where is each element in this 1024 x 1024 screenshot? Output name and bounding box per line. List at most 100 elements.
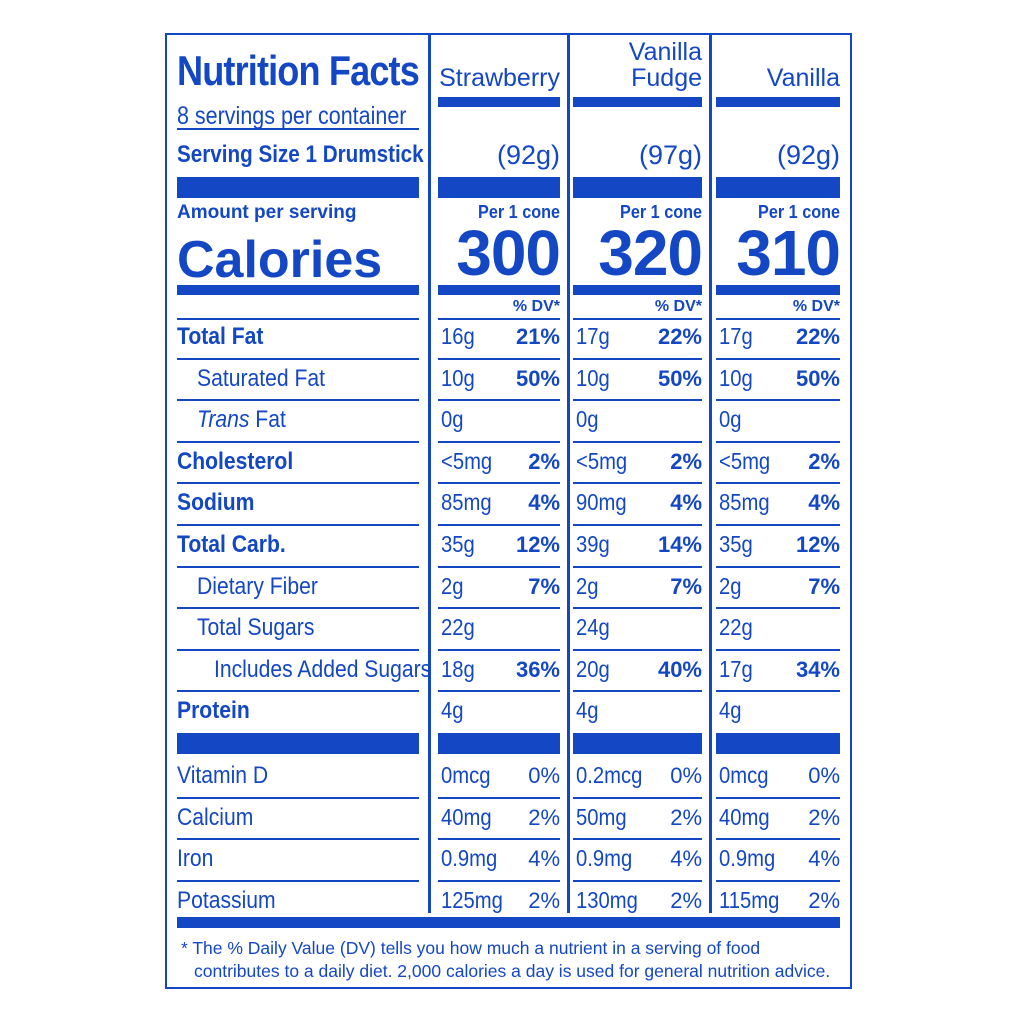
thick-rule bbox=[177, 177, 419, 198]
nutrient-dv: 21% bbox=[515, 324, 560, 349]
nutrient-dv: 2% bbox=[808, 448, 840, 474]
nutrient-dv: 7% bbox=[528, 573, 560, 599]
rule bbox=[177, 440, 419, 443]
rule bbox=[438, 838, 560, 841]
vitamin-amount: 130mg bbox=[576, 886, 638, 913]
calories-value: 300 bbox=[456, 217, 561, 289]
header-rule bbox=[573, 97, 702, 107]
rule bbox=[716, 690, 840, 693]
calories-value: 310 bbox=[736, 217, 841, 289]
rule bbox=[573, 607, 702, 610]
nutrient-label: Sodium bbox=[177, 489, 255, 517]
flavor-name: Vanilla bbox=[628, 38, 702, 66]
nutrient-amount: 85mg bbox=[719, 489, 770, 516]
thick-rule bbox=[573, 177, 702, 198]
vitamin-dv: 2% bbox=[808, 887, 840, 913]
vitamin-amount: 0.9mg bbox=[441, 845, 498, 872]
nutrient-dv: 22% bbox=[657, 324, 702, 349]
nutrient-amount: 10g bbox=[576, 364, 610, 391]
nutrient-amount: 10g bbox=[719, 364, 753, 391]
nutrient-dv: 22% bbox=[795, 324, 840, 349]
rule bbox=[438, 482, 560, 485]
vitamin-label: Vitamin D bbox=[177, 762, 269, 789]
rule bbox=[573, 399, 702, 402]
vitamin-dv: 2% bbox=[808, 804, 840, 830]
rule bbox=[438, 524, 560, 526]
vitamin-amount: 0.9mg bbox=[576, 845, 633, 872]
vitamin-dv: 2% bbox=[528, 804, 560, 830]
nutrient-amount: <5mg bbox=[441, 447, 493, 474]
serving-weight: (97g) bbox=[638, 140, 702, 170]
rule bbox=[573, 318, 702, 320]
nutrient-dv: 50% bbox=[515, 365, 560, 391]
vitamin-dv: 2% bbox=[528, 887, 560, 913]
medium-rule bbox=[177, 285, 419, 295]
rule bbox=[573, 565, 702, 568]
header-rule bbox=[438, 97, 560, 107]
vitamin-dv: 2% bbox=[670, 804, 702, 830]
rule bbox=[716, 440, 840, 443]
flavor-name: Vanilla bbox=[766, 64, 840, 92]
thick-rule bbox=[438, 733, 560, 754]
dv-header: % DV* bbox=[792, 298, 840, 315]
rule bbox=[438, 648, 560, 651]
rule bbox=[177, 399, 419, 402]
flavor-name: Strawberry bbox=[439, 64, 560, 92]
nutrient-label: Saturated Fat bbox=[197, 364, 325, 392]
nutrient-amount: 24g bbox=[576, 614, 610, 641]
nutrient-amount: 39g bbox=[576, 531, 610, 557]
rule bbox=[716, 482, 840, 485]
bottom-rule bbox=[177, 917, 840, 928]
vitamin-amount: 0mcg bbox=[719, 762, 769, 788]
rule bbox=[716, 318, 840, 320]
vitamin-dv: 0% bbox=[528, 763, 560, 788]
nutrient-amount: 2g bbox=[576, 572, 599, 599]
nutrient-dv: 40% bbox=[657, 656, 702, 682]
thick-rule bbox=[716, 733, 840, 754]
rule bbox=[438, 318, 560, 320]
rule bbox=[177, 482, 419, 485]
rule bbox=[716, 357, 840, 360]
thick-rule bbox=[177, 733, 419, 754]
rule bbox=[438, 690, 560, 693]
serving-weight: (92g) bbox=[496, 140, 560, 170]
dv-header: % DV* bbox=[654, 298, 702, 315]
nutrient-amount: 2g bbox=[719, 572, 742, 599]
rule bbox=[177, 607, 419, 610]
nutrient-dv: 14% bbox=[657, 532, 702, 557]
vitamin-dv: 0% bbox=[808, 763, 840, 788]
nutrient-dv: 50% bbox=[795, 365, 840, 391]
rule bbox=[573, 838, 702, 841]
panel-title: Nutrition Facts bbox=[177, 47, 420, 94]
rule bbox=[438, 440, 560, 443]
nutrient-amount: 10g bbox=[441, 364, 475, 391]
rule bbox=[716, 796, 840, 799]
rule bbox=[177, 838, 419, 841]
vitamin-amount: 40mg bbox=[719, 803, 770, 830]
nutrient-label: Protein bbox=[177, 697, 250, 725]
rule bbox=[573, 357, 702, 360]
rule bbox=[438, 879, 560, 882]
rule bbox=[573, 440, 702, 443]
nutrient-label: Total Sugars bbox=[197, 614, 315, 642]
nutrient-amount: 0g bbox=[719, 406, 742, 433]
vitamin-amount: 115mg bbox=[719, 886, 780, 913]
nutrient-amount: 0g bbox=[441, 406, 464, 433]
rule bbox=[716, 648, 840, 651]
rule bbox=[177, 318, 419, 320]
vitamin-dv: 4% bbox=[808, 846, 840, 872]
rule bbox=[573, 482, 702, 485]
rule bbox=[573, 524, 702, 526]
amount-per-serving: Amount per serving bbox=[177, 202, 357, 223]
serving-size: Serving Size 1 Drumstick bbox=[177, 141, 424, 168]
nutrient-label: Includes Added Sugars bbox=[214, 655, 432, 683]
nutrient-dv: 4% bbox=[528, 490, 560, 516]
calories-value: 320 bbox=[598, 217, 703, 289]
rule bbox=[573, 796, 702, 799]
nutrient-amount: 17g bbox=[719, 323, 753, 349]
rule bbox=[177, 690, 419, 693]
nutrient-amount: <5mg bbox=[576, 447, 628, 474]
nutrient-amount: 20g bbox=[576, 655, 610, 682]
nutrition-facts-panel bbox=[165, 33, 852, 989]
vitamin-dv: 0% bbox=[670, 763, 702, 788]
